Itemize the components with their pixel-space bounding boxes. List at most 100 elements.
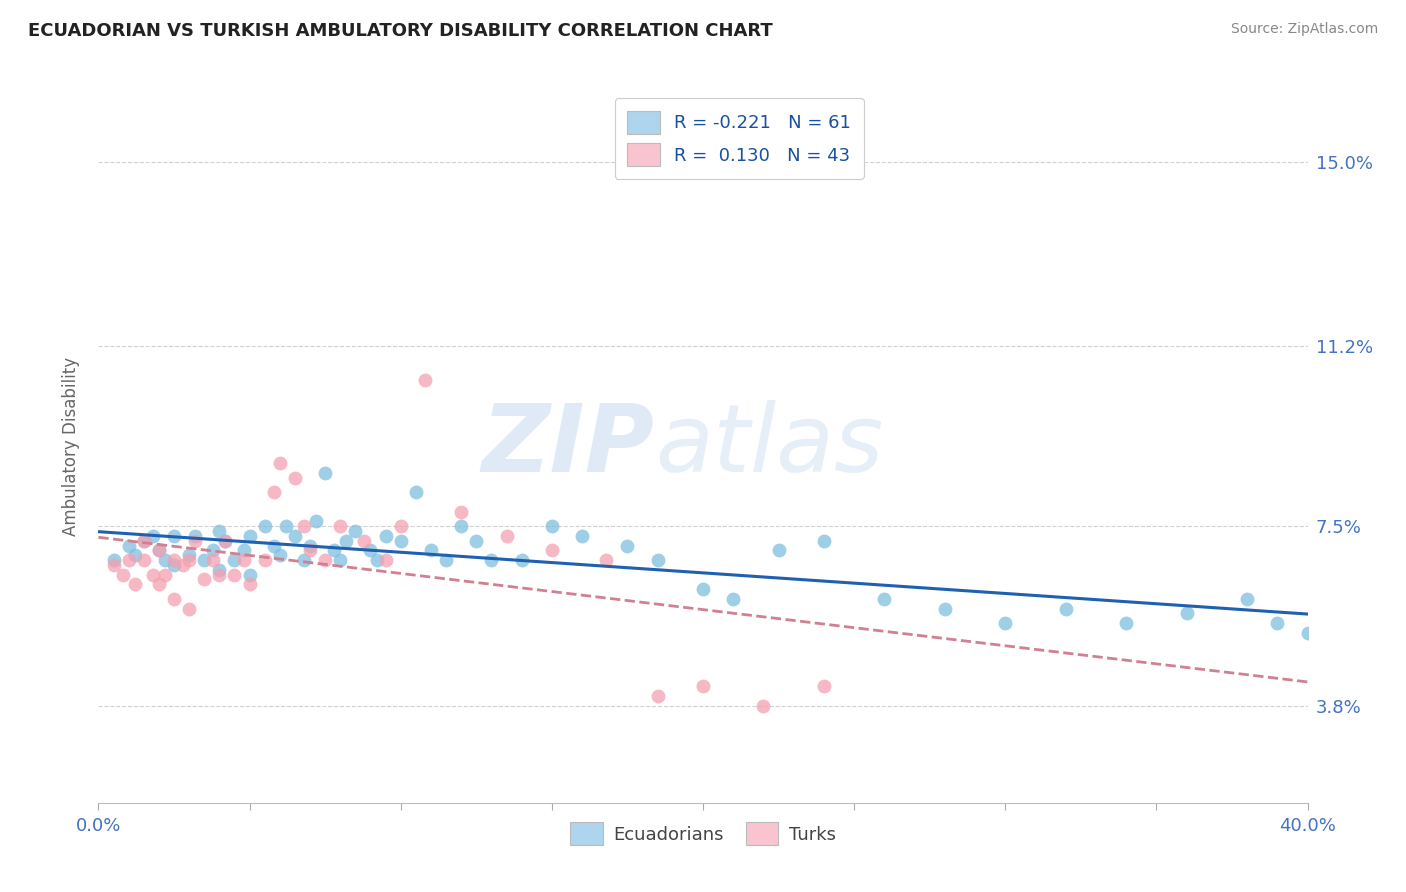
Point xyxy=(224,553,246,567)
Point xyxy=(305,514,328,528)
Point xyxy=(103,553,125,567)
Point xyxy=(263,485,285,500)
Point xyxy=(193,553,215,567)
Point xyxy=(284,470,307,484)
Y-axis label: Ambulatory Disability: Ambulatory Disability xyxy=(62,357,80,535)
Point xyxy=(374,529,396,543)
Point xyxy=(434,553,457,567)
Point xyxy=(124,548,146,562)
Point xyxy=(132,533,155,548)
Point xyxy=(124,577,146,591)
Point xyxy=(495,529,517,543)
Point xyxy=(163,591,186,606)
Point xyxy=(1175,607,1198,621)
Point xyxy=(253,553,276,567)
Point xyxy=(208,524,231,538)
Point xyxy=(813,533,835,548)
Text: atlas: atlas xyxy=(655,401,883,491)
Point xyxy=(405,485,427,500)
Point xyxy=(335,533,357,548)
Point xyxy=(323,543,346,558)
Point xyxy=(692,582,714,597)
Point xyxy=(813,679,835,693)
Point xyxy=(148,543,170,558)
Point xyxy=(132,553,155,567)
Point xyxy=(274,519,297,533)
Point xyxy=(163,553,186,567)
Point xyxy=(571,529,593,543)
Point xyxy=(232,543,254,558)
Point xyxy=(647,689,669,703)
Point xyxy=(374,553,396,567)
Point xyxy=(269,456,291,470)
Text: ZIP: ZIP xyxy=(482,400,655,492)
Point xyxy=(214,533,236,548)
Point xyxy=(1115,616,1137,631)
Text: ECUADORIAN VS TURKISH AMBULATORY DISABILITY CORRELATION CHART: ECUADORIAN VS TURKISH AMBULATORY DISABIL… xyxy=(28,22,773,40)
Point xyxy=(1236,591,1258,606)
Point xyxy=(208,563,231,577)
Point xyxy=(172,558,194,572)
Point xyxy=(595,553,617,567)
Point xyxy=(184,529,207,543)
Point xyxy=(329,519,352,533)
Point xyxy=(148,577,170,591)
Point xyxy=(132,533,155,548)
Point xyxy=(450,504,472,518)
Point xyxy=(692,679,714,693)
Point xyxy=(292,553,315,567)
Point xyxy=(232,553,254,567)
Point xyxy=(420,543,443,558)
Point xyxy=(214,533,236,548)
Point xyxy=(389,533,412,548)
Point xyxy=(329,553,352,567)
Point xyxy=(153,567,176,582)
Point xyxy=(208,567,231,582)
Point xyxy=(163,558,186,572)
Point xyxy=(284,529,307,543)
Point xyxy=(314,466,336,480)
Point xyxy=(263,539,285,553)
Point xyxy=(253,519,276,533)
Point xyxy=(540,519,562,533)
Text: Source: ZipAtlas.com: Source: ZipAtlas.com xyxy=(1230,22,1378,37)
Point xyxy=(366,553,388,567)
Point xyxy=(163,529,186,543)
Point xyxy=(616,539,638,553)
Point xyxy=(768,543,790,558)
Point xyxy=(239,567,262,582)
Point xyxy=(292,519,315,533)
Point xyxy=(481,553,503,567)
Point xyxy=(299,539,322,553)
Point xyxy=(179,553,201,567)
Point xyxy=(142,567,165,582)
Point xyxy=(184,533,207,548)
Point xyxy=(142,529,165,543)
Point xyxy=(103,558,125,572)
Point xyxy=(111,567,134,582)
Point xyxy=(413,374,436,388)
Point xyxy=(148,543,170,558)
Point xyxy=(510,553,533,567)
Point xyxy=(299,543,322,558)
Point xyxy=(179,601,201,615)
Point xyxy=(723,591,745,606)
Point xyxy=(752,698,775,713)
Point xyxy=(994,616,1017,631)
Point xyxy=(1296,626,1319,640)
Point xyxy=(239,577,262,591)
Point xyxy=(202,553,225,567)
Point xyxy=(224,567,246,582)
Legend: Ecuadorians, Turks: Ecuadorians, Turks xyxy=(561,814,845,855)
Point xyxy=(1267,616,1289,631)
Point xyxy=(873,591,896,606)
Point xyxy=(153,553,176,567)
Point xyxy=(934,601,956,615)
Point xyxy=(118,553,141,567)
Point xyxy=(540,543,562,558)
Point xyxy=(202,543,225,558)
Point xyxy=(193,573,215,587)
Point xyxy=(239,529,262,543)
Point xyxy=(269,548,291,562)
Point xyxy=(360,543,382,558)
